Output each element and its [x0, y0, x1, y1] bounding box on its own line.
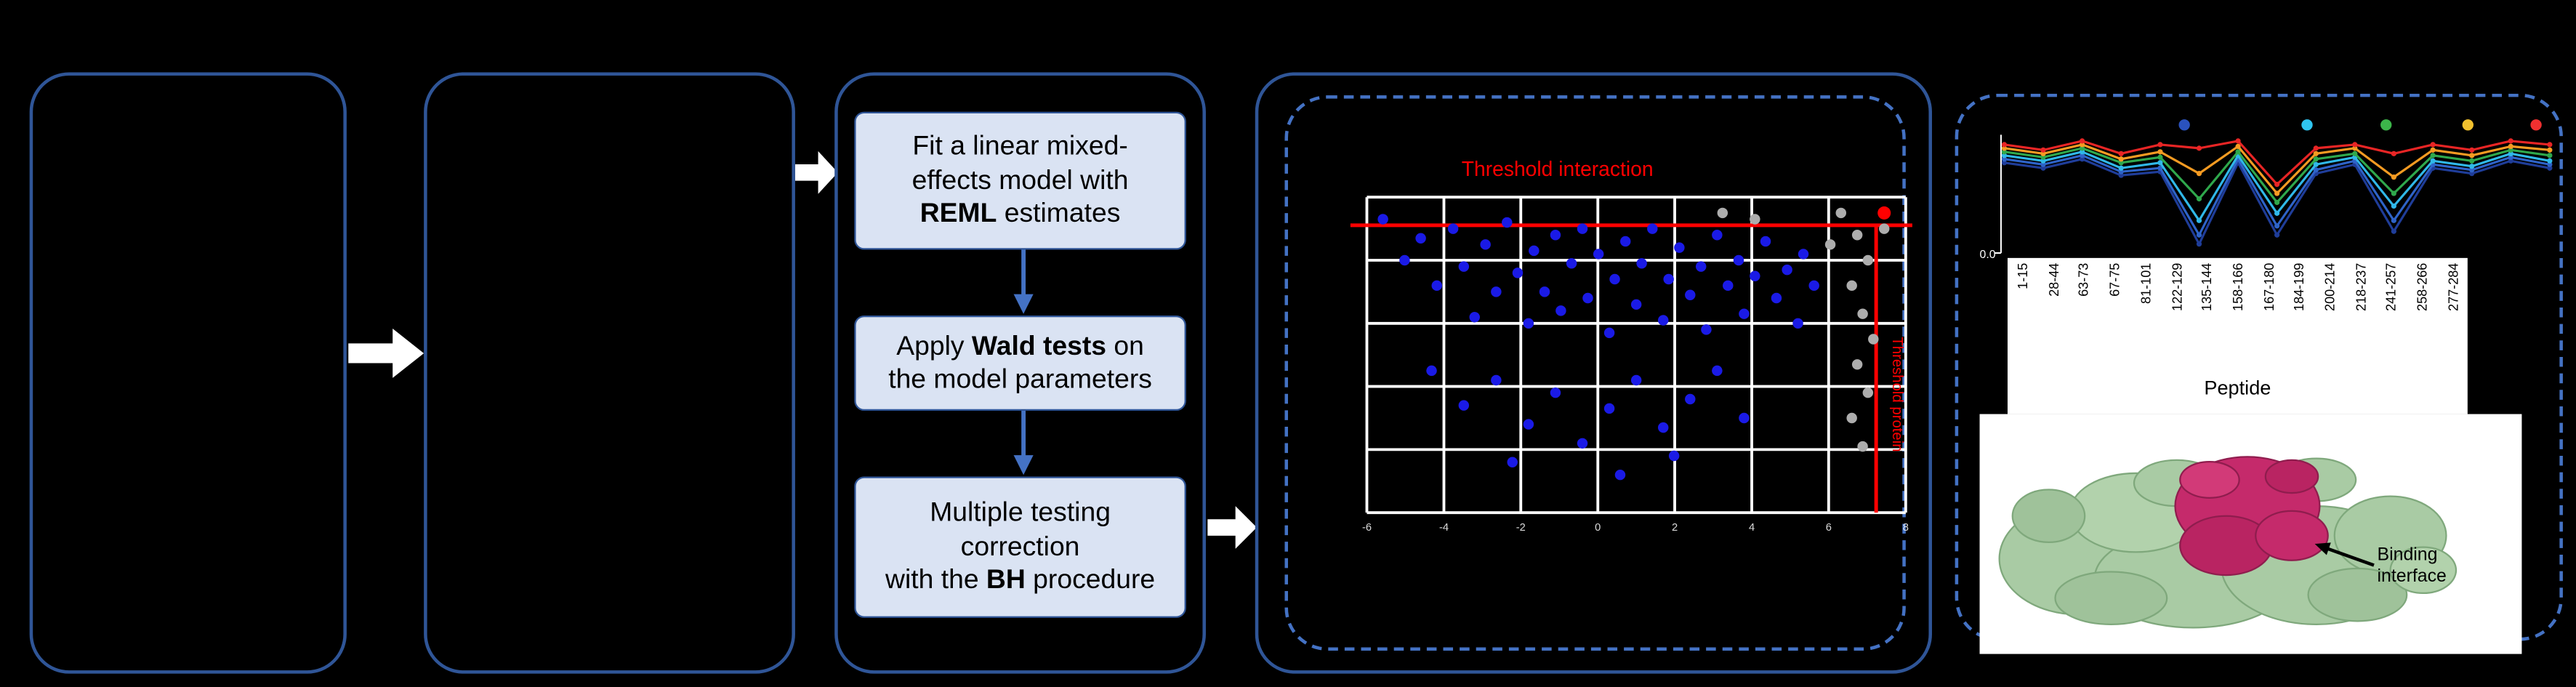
binding-label-line1: Binding	[2377, 545, 2438, 566]
scatter-points-gray	[1717, 207, 1890, 452]
line-series-5	[2001, 142, 2553, 196]
peptide-tick-label: 63-73	[2077, 262, 2093, 297]
line-series-4	[2001, 145, 2553, 206]
peptide-axis-panel: 1-15 28-44 63-73 67-75 81-101 122-129 135-144 1…	[2007, 257, 2468, 414]
flow-arrow-3-icon	[1207, 506, 1257, 549]
peptide-tick-label: 1-15	[2016, 262, 2031, 289]
svg-text:4: 4	[1749, 522, 1755, 534]
peptide-tick-label: 277-284	[2446, 262, 2461, 311]
csv-input-box: X CSV	[424, 72, 1183, 674]
peptide-tick-label: 200-214	[2322, 262, 2338, 311]
line-series-1	[2001, 156, 2553, 247]
scatter-x-tick-labels: -6 -4 -2 0 2 4 6 8	[1362, 522, 1909, 534]
peptide-tick-labels: 1-15 28-44 63-73 67-75 81-101 122-129 135-144 1…	[2016, 262, 2461, 371]
binding-arrow-icon	[2314, 542, 2375, 567]
results-dashed-frame	[1284, 95, 1906, 651]
svg-text:-2: -2	[1516, 522, 1526, 534]
peptide-tick-label: 135-144	[2199, 262, 2215, 311]
svg-text:8: 8	[1903, 522, 1909, 534]
scatter-points-red	[1877, 206, 1891, 220]
step-connector-arrow-icon	[1013, 249, 1034, 314]
scatter-grid	[1365, 196, 1907, 515]
peptide-tick-label: 218-237	[2354, 262, 2369, 311]
svg-text:0: 0	[1595, 522, 1601, 534]
step-connector-arrow-icon	[1013, 411, 1034, 475]
step-bh-correction: Multiple testing correction with the BH pr…	[854, 476, 1186, 618]
timepoint-dots	[2178, 119, 2542, 131]
peptide-tick-label: 167-180	[2261, 262, 2277, 311]
peptide-tick-label: 122-129	[2169, 262, 2184, 311]
peptide-tick-label: 158-166	[2231, 262, 2246, 311]
statistics-steps-box: Fit a linear mixed-effects model with REM…	[834, 72, 1206, 674]
svg-text:6: 6	[1826, 522, 1832, 534]
protein-structure-image	[1998, 456, 2458, 629]
peptide-tick-label: 28-44	[2046, 262, 2061, 297]
step-wald-tests: Apply Wald tests on the model parameters	[854, 315, 1186, 411]
protein-structure-panel: Binding interface	[1979, 414, 2522, 654]
binding-region	[2174, 456, 2329, 576]
binding-label-line2: interface	[2377, 566, 2447, 587]
svg-text:-6: -6	[1362, 522, 1372, 534]
step-fit-model: Fit a linear mixed-effects model with REM…	[854, 111, 1186, 250]
peptide-tick-label: 67-75	[2108, 262, 2123, 297]
volcano-scatter-plot: -6 -4 -2 0 2 4 6 8 Threshold interaction Threshol…	[1350, 157, 1912, 534]
peptide-axis-title: Peptide	[2204, 376, 2271, 400]
line-chart-axis	[1994, 134, 2002, 254]
scatter-points-blue	[1377, 214, 1819, 481]
threshold-lines	[1350, 223, 1912, 513]
peptide-tick-label: 258-266	[2415, 262, 2431, 311]
svg-text:2: 2	[1672, 522, 1678, 534]
flow-arrow-1-icon	[348, 329, 424, 378]
line-series-2	[2001, 153, 2553, 238]
scatter-title: Threshold interaction	[1462, 157, 1654, 180]
line-series-3	[2001, 149, 2553, 223]
stage-1-box	[29, 72, 347, 674]
uptake-line-chart: 0.0	[1980, 119, 2553, 261]
y-axis-zero-label: 0.0	[1980, 249, 1996, 261]
svg-text:-4: -4	[1439, 522, 1449, 534]
peptide-tick-label: 184-199	[2292, 262, 2308, 311]
peptide-tick-label: 241-257	[2384, 262, 2399, 311]
flow-arrow-2-icon	[794, 150, 838, 194]
line-series-6	[2001, 138, 2553, 188]
peptide-tick-label: 81-101	[2138, 262, 2154, 304]
binding-interface-label: Binding interface	[2378, 545, 2447, 587]
scatter-threshold-protein-label: Threshold protein	[1889, 337, 1905, 451]
